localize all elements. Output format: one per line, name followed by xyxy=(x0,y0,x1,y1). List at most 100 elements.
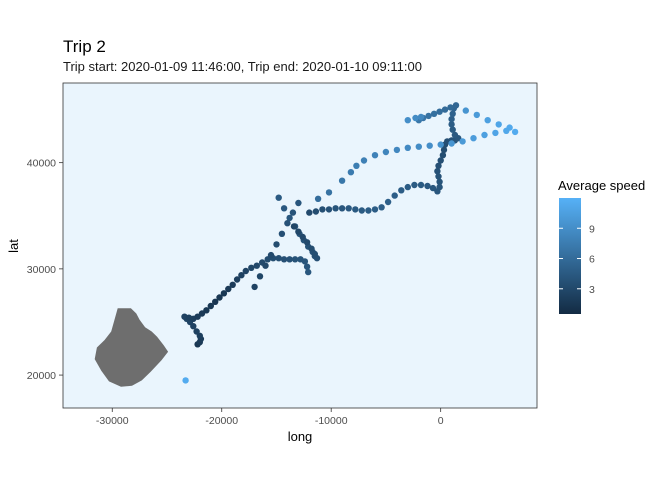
y-axis-ticks: 20000 30000 40000 xyxy=(27,158,63,382)
chart-subtitle: Trip start: 2020-01-09 11:46:00, Trip en… xyxy=(63,59,422,74)
x-axis-ticks: -30000 -20000 -10000 0 xyxy=(96,408,444,427)
track-point xyxy=(273,241,280,248)
track-point xyxy=(412,114,419,122)
track-point xyxy=(417,181,425,189)
track-point xyxy=(424,182,431,190)
legend-tick-label: 3 xyxy=(589,284,595,296)
track-point xyxy=(426,142,433,149)
track-point xyxy=(378,204,385,211)
track-point xyxy=(365,207,372,214)
track-point xyxy=(229,281,236,288)
track-point xyxy=(448,140,455,147)
track-point xyxy=(429,184,437,192)
legend-tick-label: 9 xyxy=(589,223,595,235)
legend-tick-label: 6 xyxy=(589,254,595,266)
track-point xyxy=(280,256,288,263)
track-point xyxy=(238,272,245,279)
track-point xyxy=(289,209,297,216)
track-point xyxy=(332,205,339,212)
track-point xyxy=(345,205,352,212)
track-point xyxy=(311,250,318,258)
track-point xyxy=(462,107,469,114)
track-point xyxy=(233,276,241,283)
track-points xyxy=(181,102,519,384)
land-layer xyxy=(94,308,169,387)
track-point xyxy=(447,104,454,111)
track-point xyxy=(295,228,302,235)
track-point xyxy=(216,294,223,301)
track-point xyxy=(435,173,442,180)
track-point xyxy=(435,162,442,169)
track-point xyxy=(452,102,460,109)
track-point xyxy=(325,206,333,213)
track-point xyxy=(303,239,311,246)
x-tick-label: -10000 xyxy=(315,415,348,427)
track-point xyxy=(203,307,210,314)
track-point xyxy=(404,117,411,124)
track-point xyxy=(291,256,299,263)
track-point xyxy=(301,258,309,265)
track-point xyxy=(262,262,269,269)
track-point xyxy=(371,152,379,159)
track-point xyxy=(436,108,443,115)
track-point xyxy=(284,220,291,227)
track-point xyxy=(434,168,441,175)
track-point xyxy=(290,223,298,230)
track-point xyxy=(295,199,302,207)
track-point xyxy=(193,328,200,335)
track-point xyxy=(198,310,206,317)
track-point xyxy=(391,192,398,199)
track-point xyxy=(436,183,443,191)
track-point xyxy=(382,148,390,156)
track-point xyxy=(299,233,306,241)
track-point xyxy=(430,110,438,118)
track-point xyxy=(473,111,480,119)
track-point xyxy=(253,262,260,269)
x-axis-title: long xyxy=(288,429,313,444)
legend-ticks: 3 6 9 xyxy=(559,223,595,296)
track-point xyxy=(308,245,315,252)
x-tick-label: -30000 xyxy=(96,415,129,427)
track-point xyxy=(325,189,333,196)
track-point xyxy=(481,131,488,139)
track-point xyxy=(286,214,293,222)
track-point xyxy=(275,194,282,201)
track-point xyxy=(449,110,456,118)
track-point xyxy=(319,206,326,213)
track-point xyxy=(353,162,360,169)
track-point xyxy=(436,178,443,185)
track-point xyxy=(286,256,293,263)
track-point xyxy=(415,143,422,150)
track-point xyxy=(280,205,288,212)
track-point xyxy=(470,135,477,142)
track-point xyxy=(248,264,255,271)
track-point xyxy=(314,195,322,202)
track-point xyxy=(437,141,444,148)
track-point xyxy=(305,268,312,276)
track-point xyxy=(267,251,275,259)
track-point xyxy=(441,106,449,113)
track-point xyxy=(495,121,502,128)
track-point xyxy=(393,146,401,154)
track-point xyxy=(306,209,313,216)
track-point xyxy=(275,255,282,262)
track-point xyxy=(360,157,368,164)
y-tick-label: 20000 xyxy=(27,370,56,382)
track-point xyxy=(425,112,432,120)
track-point xyxy=(398,187,405,194)
track-point xyxy=(448,121,455,128)
track-point xyxy=(448,115,455,123)
y-axis-title: lat xyxy=(6,239,21,253)
track-point xyxy=(439,152,447,159)
track-point xyxy=(503,127,510,134)
track-point xyxy=(338,205,346,212)
track-point xyxy=(194,313,201,320)
track-point xyxy=(404,183,411,191)
x-tick-label: -20000 xyxy=(205,415,238,427)
y-tick-label: 30000 xyxy=(27,264,56,276)
track-point xyxy=(371,206,379,213)
chart-title: Trip 2 xyxy=(63,37,106,56)
track-point xyxy=(437,157,444,164)
island-shape xyxy=(94,308,169,387)
